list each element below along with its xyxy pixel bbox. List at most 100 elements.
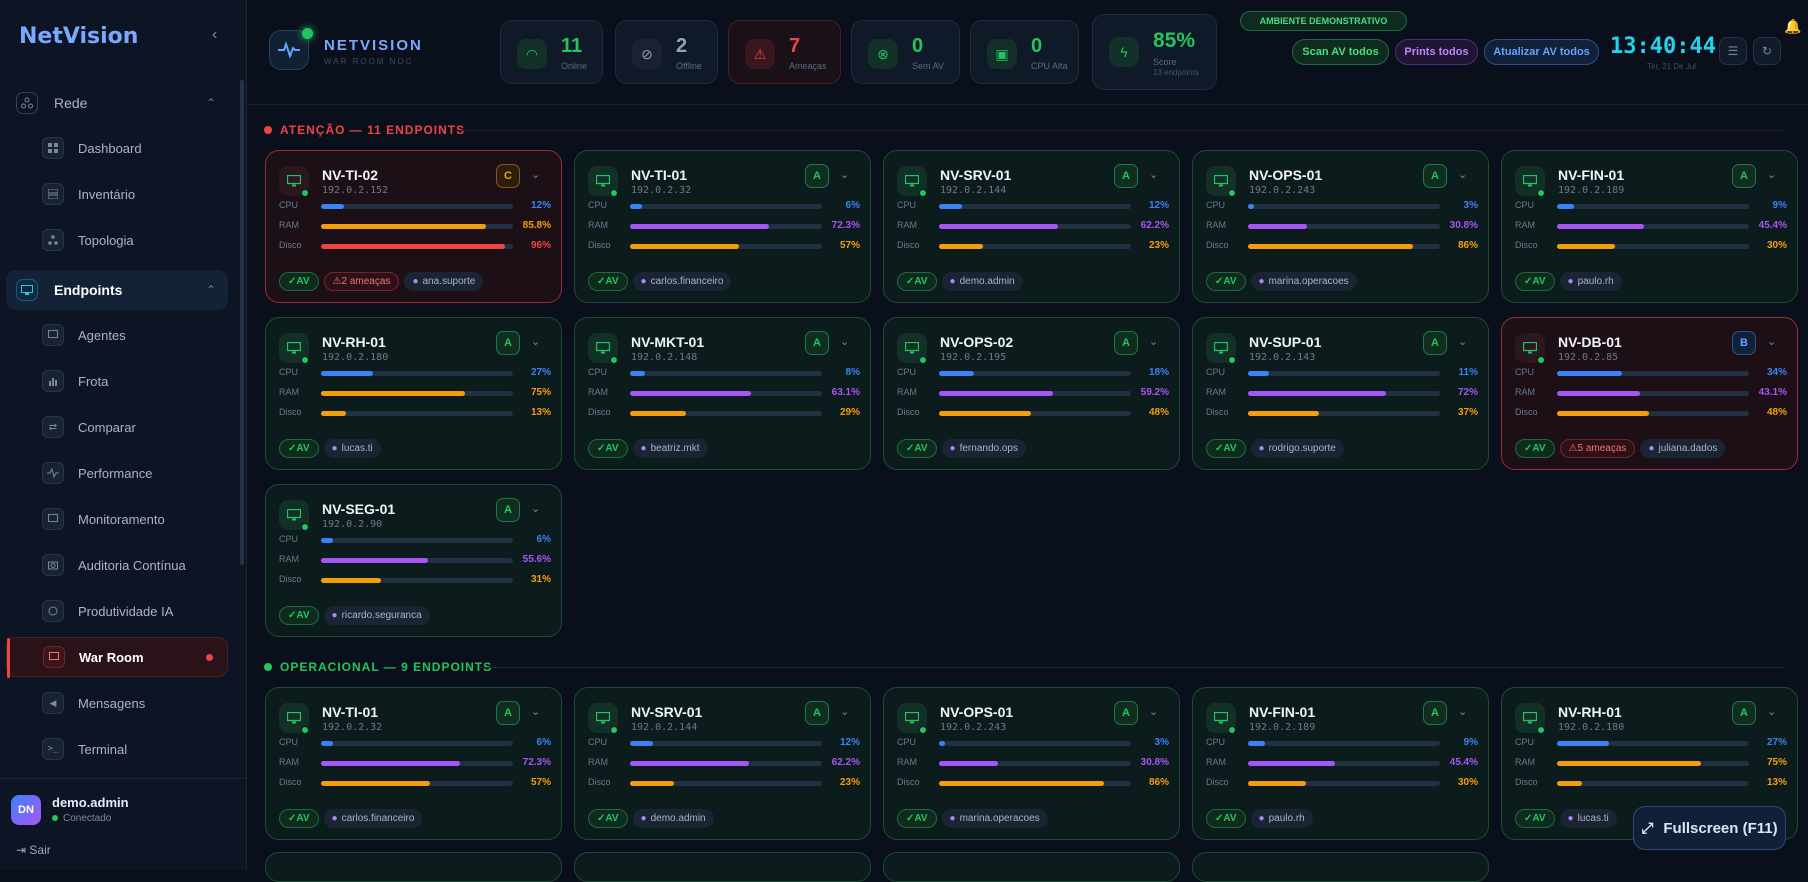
chevron-down-icon[interactable]: ⌄ (1767, 169, 1777, 181)
refresh-button[interactable]: ↻ (1753, 37, 1781, 65)
bell-icon[interactable]: 🔔 (1784, 18, 1802, 34)
threat-badge[interactable]: ⚠ 5 ameaças (1559, 439, 1636, 458)
logout-button[interactable]: ⇥ Sair (16, 843, 51, 857)
endpoint-card[interactable]: NV-TI-02 192.0.2.152 C ⌄ CPU 12% RAM 85.8% Disco… (265, 150, 562, 303)
topology-icon (42, 229, 64, 251)
chevron-down-icon[interactable]: ⌄ (531, 503, 541, 515)
av-badge: ✓ AV (897, 272, 937, 291)
chevron-down-icon[interactable]: ⌄ (1767, 336, 1777, 348)
nav-item-performance[interactable]: Performance (6, 453, 228, 493)
nav-item-terminal[interactable]: >_ Terminal (6, 729, 228, 769)
nav-item-war-room[interactable]: War Room (6, 637, 228, 678)
nav-item-label: Auditoria Contínua (78, 557, 186, 573)
nav-item-topologia[interactable]: Topologia (6, 220, 228, 260)
endpoint-card[interactable]: NV-FIN-01 192.0.2.189 A ⌄ CPU 9% RAM 45.4% Disco… (1192, 687, 1489, 840)
metric-label: Disco (1515, 777, 1538, 787)
nav-item-dashboard[interactable]: Dashboard (6, 128, 228, 168)
endpoint-card-partial[interactable] (574, 852, 871, 882)
threat-badge[interactable]: ⚠ 2 ameaças (323, 272, 400, 291)
metric-label: CPU (279, 534, 299, 544)
stat-threats: ⚠ 7 Ameaças (728, 20, 841, 84)
av-badge: ✓ AV (897, 439, 937, 458)
nav-item-mensagens[interactable]: ◀ Mensagens (6, 683, 228, 723)
endpoint-card[interactable]: NV-RH-01 192.0.2.180 A ⌄ CPU 27% RAM 75% Disco 13… (265, 317, 562, 470)
endpoint-card[interactable]: NV-TI-01 192.0.2.32 A ⌄ CPU 6% RAM 72.3% Disco 57… (265, 687, 562, 840)
chevron-down-icon[interactable]: ⌄ (1767, 706, 1777, 718)
chevron-down-icon[interactable]: ⌄ (531, 336, 541, 348)
endpoint-card[interactable]: NV-TI-01 192.0.2.32 A ⌄ CPU 6% RAM 72.3% Disco 57… (574, 150, 871, 303)
update-av-button[interactable]: Atualizar AV todos (1484, 39, 1599, 65)
chevron-down-icon[interactable]: ⌄ (1458, 706, 1468, 718)
user-icon: ● (1258, 813, 1265, 824)
metric-track (321, 371, 513, 376)
fullscreen-button[interactable]: ⤢ Fullscreen (F11) (1633, 806, 1786, 850)
endpoint-card[interactable]: NV-SEG-01 192.0.2.90 A ⌄ CPU 6% RAM 55.6% Disco 3… (265, 484, 562, 637)
metric-fill (939, 411, 1032, 416)
sidebar-scrollbar[interactable] (240, 80, 244, 565)
metric-track (630, 781, 822, 786)
endpoint-card[interactable]: NV-FIN-01 192.0.2.189 A ⌄ CPU 9% RAM 45.4% Disco… (1501, 150, 1798, 303)
nav-item-label: Dashboard (78, 140, 142, 156)
metric-value: 29% (839, 407, 860, 418)
scan-av-button[interactable]: Scan AV todos (1292, 39, 1389, 65)
metric-fill (321, 204, 345, 209)
av-badge: ✓ AV (279, 272, 319, 291)
prints-button[interactable]: Prints todos (1395, 39, 1478, 65)
chevron-down-icon[interactable]: ⌄ (1149, 169, 1159, 181)
bar-chart-icon (42, 370, 64, 392)
endpoint-ip: 192.0.2.152 (322, 185, 389, 196)
tag-list: ✓ AV ● beatriz.mkt (588, 439, 713, 459)
nav-item-inventario[interactable]: Inventário (6, 174, 228, 214)
endpoint-card[interactable]: NV-SRV-01 192.0.2.144 A ⌄ CPU 12% RAM 62.2% Disc… (883, 150, 1180, 303)
terminal-icon: >_ (42, 738, 64, 760)
metric-disk: Disco 96% (279, 239, 551, 253)
check-icon: ✓ (597, 276, 606, 287)
chevron-down-icon[interactable]: ⌄ (1458, 336, 1468, 348)
av-label: AV (296, 813, 310, 824)
metric-label: Disco (588, 240, 611, 250)
endpoint-card-partial[interactable] (1192, 852, 1489, 882)
chevron-down-icon[interactable]: ⌄ (1149, 706, 1159, 718)
metric-label: Disco (279, 574, 302, 584)
nav-item-monitoramento[interactable]: Monitoramento (6, 499, 228, 539)
chevron-down-icon[interactable]: ⌄ (531, 706, 541, 718)
chevron-down-icon[interactable]: ⌄ (1149, 336, 1159, 348)
metric-track (1248, 411, 1440, 416)
online-dot (610, 726, 618, 734)
chevron-down-icon[interactable]: ⌄ (531, 169, 541, 181)
endpoint-card[interactable]: NV-OPS-01 192.0.2.243 A ⌄ CPU 3% RAM 30.8% Disco… (883, 687, 1180, 840)
av-badge: ✓ AV (1206, 809, 1246, 828)
layout-toggle-button[interactable]: ☰ (1719, 37, 1747, 65)
endpoint-card[interactable]: NV-SRV-01 192.0.2.144 A ⌄ CPU 12% RAM 62.2% Disc… (574, 687, 871, 840)
endpoint-card[interactable]: NV-OPS-02 192.0.2.195 A ⌄ CPU 18% RAM 59.2% Disc… (883, 317, 1180, 470)
endpoint-icon (16, 279, 38, 301)
endpoint-card-partial[interactable] (883, 852, 1180, 882)
nav-group-endpoints[interactable]: Endpoints ⌃ (6, 270, 228, 310)
chevron-down-icon[interactable]: ⌄ (1458, 169, 1468, 181)
endpoint-card[interactable]: NV-OPS-01 192.0.2.243 A ⌄ CPU 3% RAM 30.8% Disco… (1192, 150, 1489, 303)
stat-value: 0 (1031, 35, 1043, 57)
endpoint-card[interactable]: NV-DB-01 192.0.2.85 B ⌄ CPU 34% RAM 43.1% Disco 4… (1501, 317, 1798, 470)
nav-item-produtividade[interactable]: Produtividade IA (6, 591, 228, 631)
nav-item-agentes[interactable]: Agentes (6, 315, 228, 355)
nav-item-comparar[interactable]: ⇄ Comparar (6, 407, 228, 447)
av-label: AV (296, 276, 310, 287)
nav-group-label: Rede (54, 95, 88, 111)
nav-item-frota[interactable]: Frota (6, 361, 228, 401)
nav-item-auditoria[interactable]: Auditoria Contínua (6, 545, 228, 585)
chevron-down-icon[interactable]: ⌄ (840, 169, 850, 181)
metric-disk: Disco 30% (1515, 239, 1787, 253)
metric-fill (939, 741, 945, 746)
metric-value: 75% (530, 387, 551, 398)
endpoint-card[interactable]: NV-SUP-01 192.0.2.143 A ⌄ CPU 11% RAM 72% Disco 3… (1192, 317, 1489, 470)
metric-track (630, 411, 822, 416)
endpoint-card-partial[interactable] (265, 852, 562, 882)
chevron-down-icon[interactable]: ⌄ (840, 706, 850, 718)
nav-item-label: Frota (78, 373, 109, 389)
chevron-down-icon[interactable]: ⌄ (840, 336, 850, 348)
grade-badge: A (1423, 331, 1447, 355)
collapse-sidebar-icon[interactable]: ‹ (212, 26, 218, 43)
endpoint-card[interactable]: NV-MKT-01 192.0.2.148 A ⌄ CPU 8% RAM 63.1% Disco… (574, 317, 871, 470)
av-badge: ✓ AV (588, 809, 628, 828)
nav-group-rede[interactable]: Rede ⌃ (6, 83, 228, 123)
